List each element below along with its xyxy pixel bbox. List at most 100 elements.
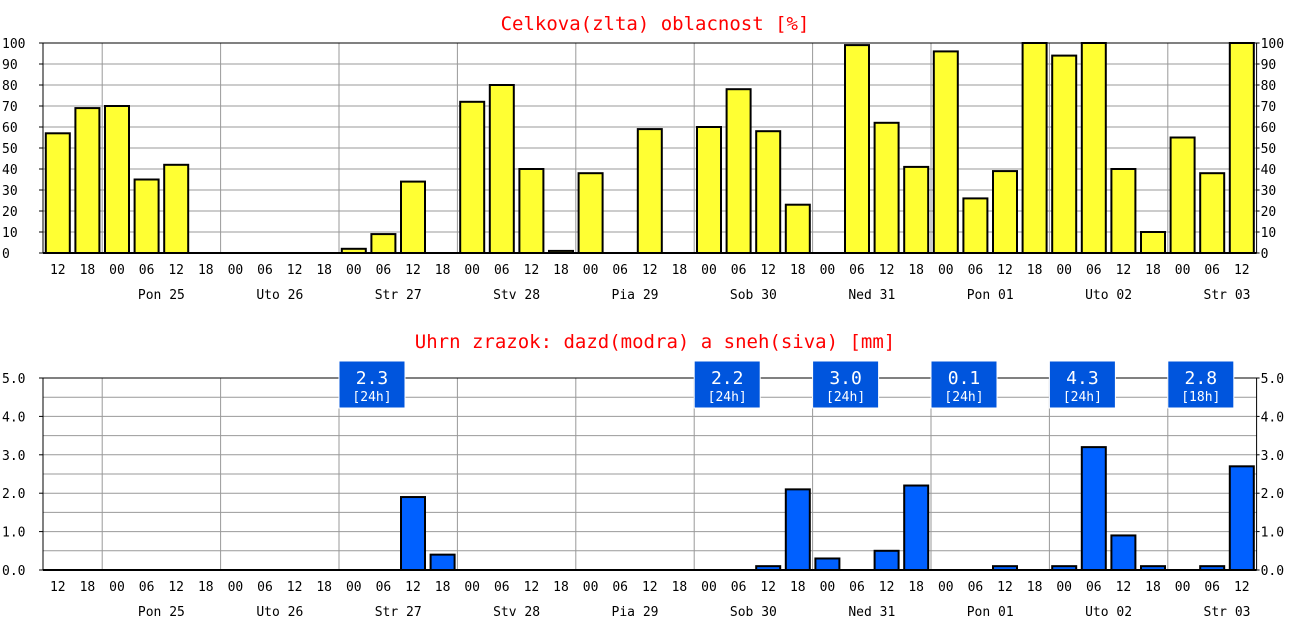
cloud-hour-label: 00	[464, 263, 480, 278]
cloud-hour-label: 00	[938, 263, 954, 278]
cloud-hour-label: 00	[583, 263, 599, 278]
cloud-hour-label: 18	[908, 263, 924, 278]
cloud-hour-label: 00	[1056, 263, 1072, 278]
precip-hour-label: 06	[1204, 580, 1220, 595]
cloud-bar	[932, 50, 959, 255]
cloud-ytick-right: 50	[1261, 142, 1277, 157]
cloud-bar	[400, 180, 426, 255]
cloud-ytick-left: 60	[2, 121, 18, 136]
cloud-hour-label: 12	[168, 263, 184, 278]
cloud-hour-label: 06	[257, 263, 273, 278]
cloud-day-label: Sob 30	[730, 288, 777, 303]
cloud-hour-label: 06	[376, 263, 392, 278]
precip-day-label: Uto 02	[1085, 605, 1132, 620]
cloud-hour-label: 18	[672, 263, 688, 278]
cloud-day-label: Uto 26	[256, 288, 303, 303]
precip-hour-label: 06	[257, 580, 273, 595]
daily-total-period: [24h]	[708, 390, 747, 405]
precip-hour-label: 12	[1116, 580, 1132, 595]
daily-total-period: [24h]	[826, 390, 865, 405]
precip-hour-label: 18	[435, 580, 451, 595]
cloud-hour-label: 12	[760, 263, 776, 278]
cloud-ytick-right: 60	[1261, 121, 1277, 136]
cloud-hour-label: 00	[701, 263, 717, 278]
precip-hour-label: 12	[287, 580, 303, 595]
cloud-ytick-left: 40	[2, 163, 18, 178]
precip-bar	[873, 549, 900, 571]
cloud-ytick-left: 70	[2, 100, 18, 115]
daily-total-box	[930, 360, 998, 409]
cloud-bar	[459, 100, 486, 254]
cloud-hour-label: 18	[435, 263, 451, 278]
precip-day-label: Stv 28	[493, 605, 540, 620]
precip-hour-label: 18	[316, 580, 332, 595]
precip-chart: 0.0 0.0 1.0 1.0 2.0 2.0 3.0 3.0 4.0 4.0 5.0 5.0 12 18…	[2, 360, 1284, 620]
precip-hour-label: 00	[701, 580, 717, 595]
cloud-ytick-left: 90	[2, 58, 18, 73]
cloud-ytick-right: 30	[1261, 184, 1277, 199]
cloud-bar	[755, 130, 782, 254]
precip-hour-label: 12	[168, 580, 184, 595]
cloud-bar	[133, 178, 160, 254]
precip-ytick-right: 4.0	[1261, 410, 1284, 425]
precip-ytick-left: 3.0	[2, 449, 25, 464]
precip-hour-label: 18	[1145, 580, 1161, 595]
cloud-hour-label: 12	[997, 263, 1013, 278]
cloud-bar	[1080, 42, 1107, 254]
precip-bar	[1080, 446, 1107, 571]
precip-hour-label: 12	[50, 580, 66, 595]
cloud-ytick-left: 50	[2, 142, 18, 157]
precip-hour-label: 12	[760, 580, 776, 595]
cloud-hour-label: 18	[1027, 263, 1043, 278]
daily-total-amount: 2.3	[356, 368, 389, 389]
cloud-hour-label: 06	[1204, 263, 1220, 278]
precip-day-label: Str 27	[375, 605, 422, 620]
cloud-day-label: Pon 01	[967, 288, 1014, 303]
daily-total-amount: 2.8	[1185, 368, 1218, 389]
cloud-hour-label: 12	[287, 263, 303, 278]
precip-day-label: Pon 25	[138, 605, 185, 620]
precip-hour-label: 12	[642, 580, 658, 595]
cloud-ytick-left: 20	[2, 205, 18, 220]
cloud-bar	[873, 121, 900, 254]
cloud-ytick-left: 30	[2, 184, 18, 199]
cloud-hour-label: 06	[1086, 263, 1102, 278]
precip-bar	[429, 553, 456, 572]
precip-ytick-right: 5.0	[1261, 372, 1284, 387]
cloud-chart-title: Celkova(zlta) oblacnost [%]	[501, 13, 810, 35]
precip-ytick-right: 2.0	[1261, 487, 1284, 502]
precip-hour-label: 12	[879, 580, 895, 595]
precip-hour-label: 00	[583, 580, 599, 595]
precip-ytick-right: 3.0	[1261, 449, 1284, 464]
daily-total-box	[1167, 360, 1235, 409]
precip-day-label: Pon 01	[967, 605, 1014, 620]
precip-hour-label: 18	[553, 580, 569, 595]
cloud-hour-label: 18	[80, 263, 96, 278]
precip-hour-label: 18	[908, 580, 924, 595]
cloud-day-label: Ned 31	[848, 288, 895, 303]
cloud-hour-label: 18	[198, 263, 214, 278]
precip-bar	[400, 496, 426, 572]
cloud-hour-label: 00	[1175, 263, 1191, 278]
precip-hour-label: 18	[672, 580, 688, 595]
precip-bar	[1199, 565, 1226, 571]
daily-total-box	[812, 360, 880, 409]
cloud-bar	[1169, 136, 1196, 254]
precip-bar	[1228, 465, 1255, 572]
cloud-ytick-right: 70	[1261, 100, 1277, 115]
cloud-bar	[74, 107, 101, 254]
precip-day-label: Pia 29	[612, 605, 659, 620]
cloud-ytick-right: 90	[1261, 58, 1277, 73]
cloud-bar	[340, 247, 367, 255]
daily-total-box	[693, 360, 761, 409]
cloud-hour-label: 12	[524, 263, 540, 278]
daily-total-box	[1048, 360, 1116, 409]
cloud-bar	[518, 168, 545, 254]
cloud-bar	[1199, 172, 1226, 254]
cloud-ytick-right: 40	[1261, 163, 1277, 178]
precip-hour-label: 06	[139, 580, 155, 595]
precip-hour-label: 06	[612, 580, 628, 595]
cloud-hour-label: 12	[405, 263, 421, 278]
cloud-hour-label: 06	[612, 263, 628, 278]
precip-ytick-left: 1.0	[2, 526, 25, 541]
